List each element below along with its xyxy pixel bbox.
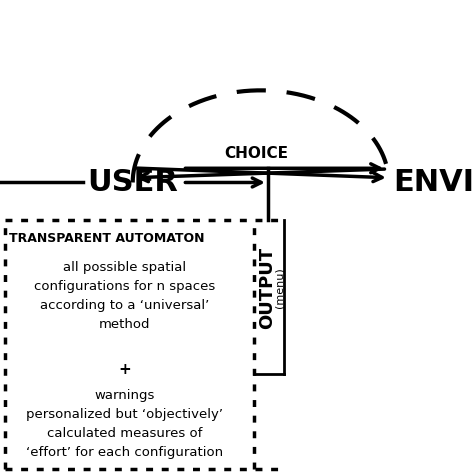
Text: CHOICE: CHOICE	[224, 146, 288, 161]
Text: (menu): (menu)	[274, 268, 284, 308]
Text: ENVIRON­I: ENVIRON­I	[393, 168, 474, 197]
Text: TRANSPARENT AUTOMATON: TRANSPARENT AUTOMATON	[9, 232, 205, 245]
Text: warnings
personalized but ‘objectively’
calculated measures of
‘effort’ for each: warnings personalized but ‘objectively’ …	[26, 389, 223, 459]
Text: +: +	[118, 362, 131, 377]
Text: all possible spatial
configurations for n spaces
according to a ‘universal’
meth: all possible spatial configurations for …	[34, 261, 215, 331]
Text: OUTPUT: OUTPUT	[259, 247, 276, 329]
Text: USER: USER	[87, 168, 178, 197]
